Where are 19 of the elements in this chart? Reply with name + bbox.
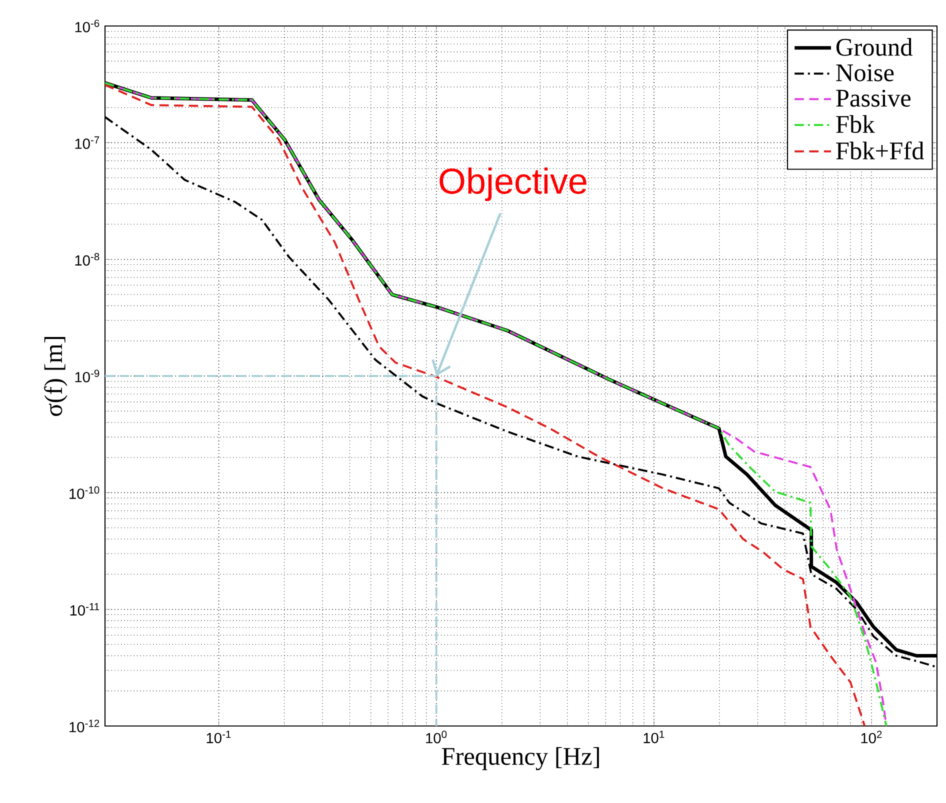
x-tick-label: 10$^{0}$ bbox=[426, 730, 447, 744]
x-tick-label: 10$^{1}$ bbox=[644, 730, 664, 744]
y-tick-label: 10$^{-11}$ bbox=[70, 603, 100, 616]
x-axis-title: Frequency [Hz] bbox=[442, 747, 599, 770]
x-tick-label: 10$^{-1}$ bbox=[206, 730, 231, 744]
y-tick-label: 10$^{-7}$ bbox=[75, 136, 100, 149]
legend-label: Fbk+Ffd bbox=[836, 141, 924, 160]
y-axis-title: σ(f) [m] bbox=[44, 336, 68, 416]
legend-label: Passive bbox=[836, 90, 911, 107]
y-tick-label: 10$^{-12}$ bbox=[70, 720, 100, 732]
y-tick-label: 10$^{-8}$ bbox=[75, 253, 100, 266]
legend-label: Fbk bbox=[836, 115, 875, 133]
x-tick-label: 10$^{2}$ bbox=[861, 730, 882, 744]
legend-label: Ground bbox=[836, 38, 912, 56]
y-tick-label: 10$^{-9}$ bbox=[75, 370, 100, 382]
annotation: Objective bbox=[440, 167, 586, 202]
legend-label: Noise bbox=[836, 64, 894, 82]
y-tick-label: 10$^{-10}$ bbox=[70, 486, 100, 499]
y-tick-label: 10$^{-6}$ bbox=[75, 20, 100, 32]
